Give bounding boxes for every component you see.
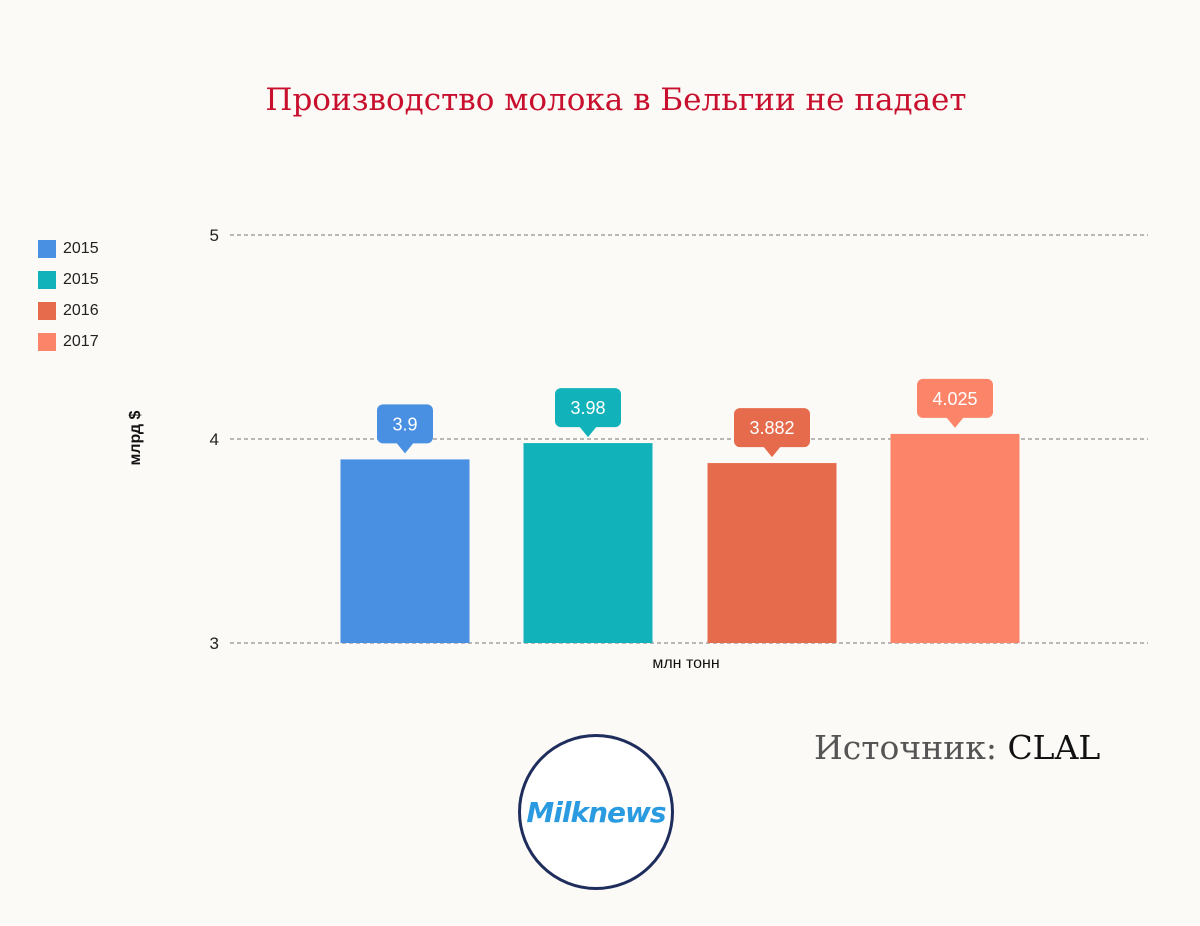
- bar: [340, 459, 470, 643]
- x-axis-label: млн тонн: [652, 655, 719, 672]
- y-tick-label: 3: [210, 634, 219, 653]
- bar: [707, 463, 837, 643]
- bar: [890, 433, 1020, 643]
- legend-label: 2017: [63, 332, 99, 350]
- data-label-pointer: [763, 446, 781, 458]
- data-label: 4.025: [932, 389, 977, 409]
- data-label-pointer: [396, 442, 414, 454]
- data-label-pointer: [579, 426, 597, 438]
- legend-swatch: [38, 239, 56, 258]
- legend-item: 2015: [38, 264, 99, 295]
- data-label-bubble: [555, 388, 621, 428]
- source-name: CLAL: [1007, 728, 1101, 767]
- legend-swatch: [38, 270, 56, 289]
- data-label: 3.9: [392, 414, 417, 434]
- legend-label: 2015: [63, 270, 99, 288]
- source-prefix: Источник:: [814, 728, 1008, 767]
- legend: 2015 2015 2016 2017: [38, 233, 99, 357]
- data-label: 3.882: [749, 418, 794, 438]
- legend-item: 2017: [38, 326, 99, 357]
- logo-text: Milknews: [526, 795, 666, 829]
- y-tick-label: 4: [210, 430, 219, 449]
- bar: [523, 443, 653, 643]
- legend-item: 2016: [38, 295, 99, 326]
- legend-label: 2016: [63, 301, 99, 319]
- bars-layer: 3.9 3.98 3.882 4.025: [340, 378, 1020, 643]
- legend-swatch: [38, 301, 56, 320]
- legend-label: 2015: [63, 239, 99, 257]
- milknews-logo: Milknews: [518, 734, 674, 890]
- y-tick-label: 5: [210, 226, 219, 245]
- data-label-bubble: [917, 378, 993, 418]
- legend-item: 2015: [38, 233, 99, 264]
- chart-title: Производство молока в Бельгии не падает: [265, 82, 967, 118]
- legend-swatch: [38, 332, 56, 351]
- data-label-bubble: [734, 408, 810, 448]
- data-label-pointer: [946, 416, 964, 428]
- data-label: 3.98: [570, 398, 605, 418]
- data-label-bubble: [377, 404, 433, 444]
- source-note: Источник: CLAL: [814, 728, 1100, 767]
